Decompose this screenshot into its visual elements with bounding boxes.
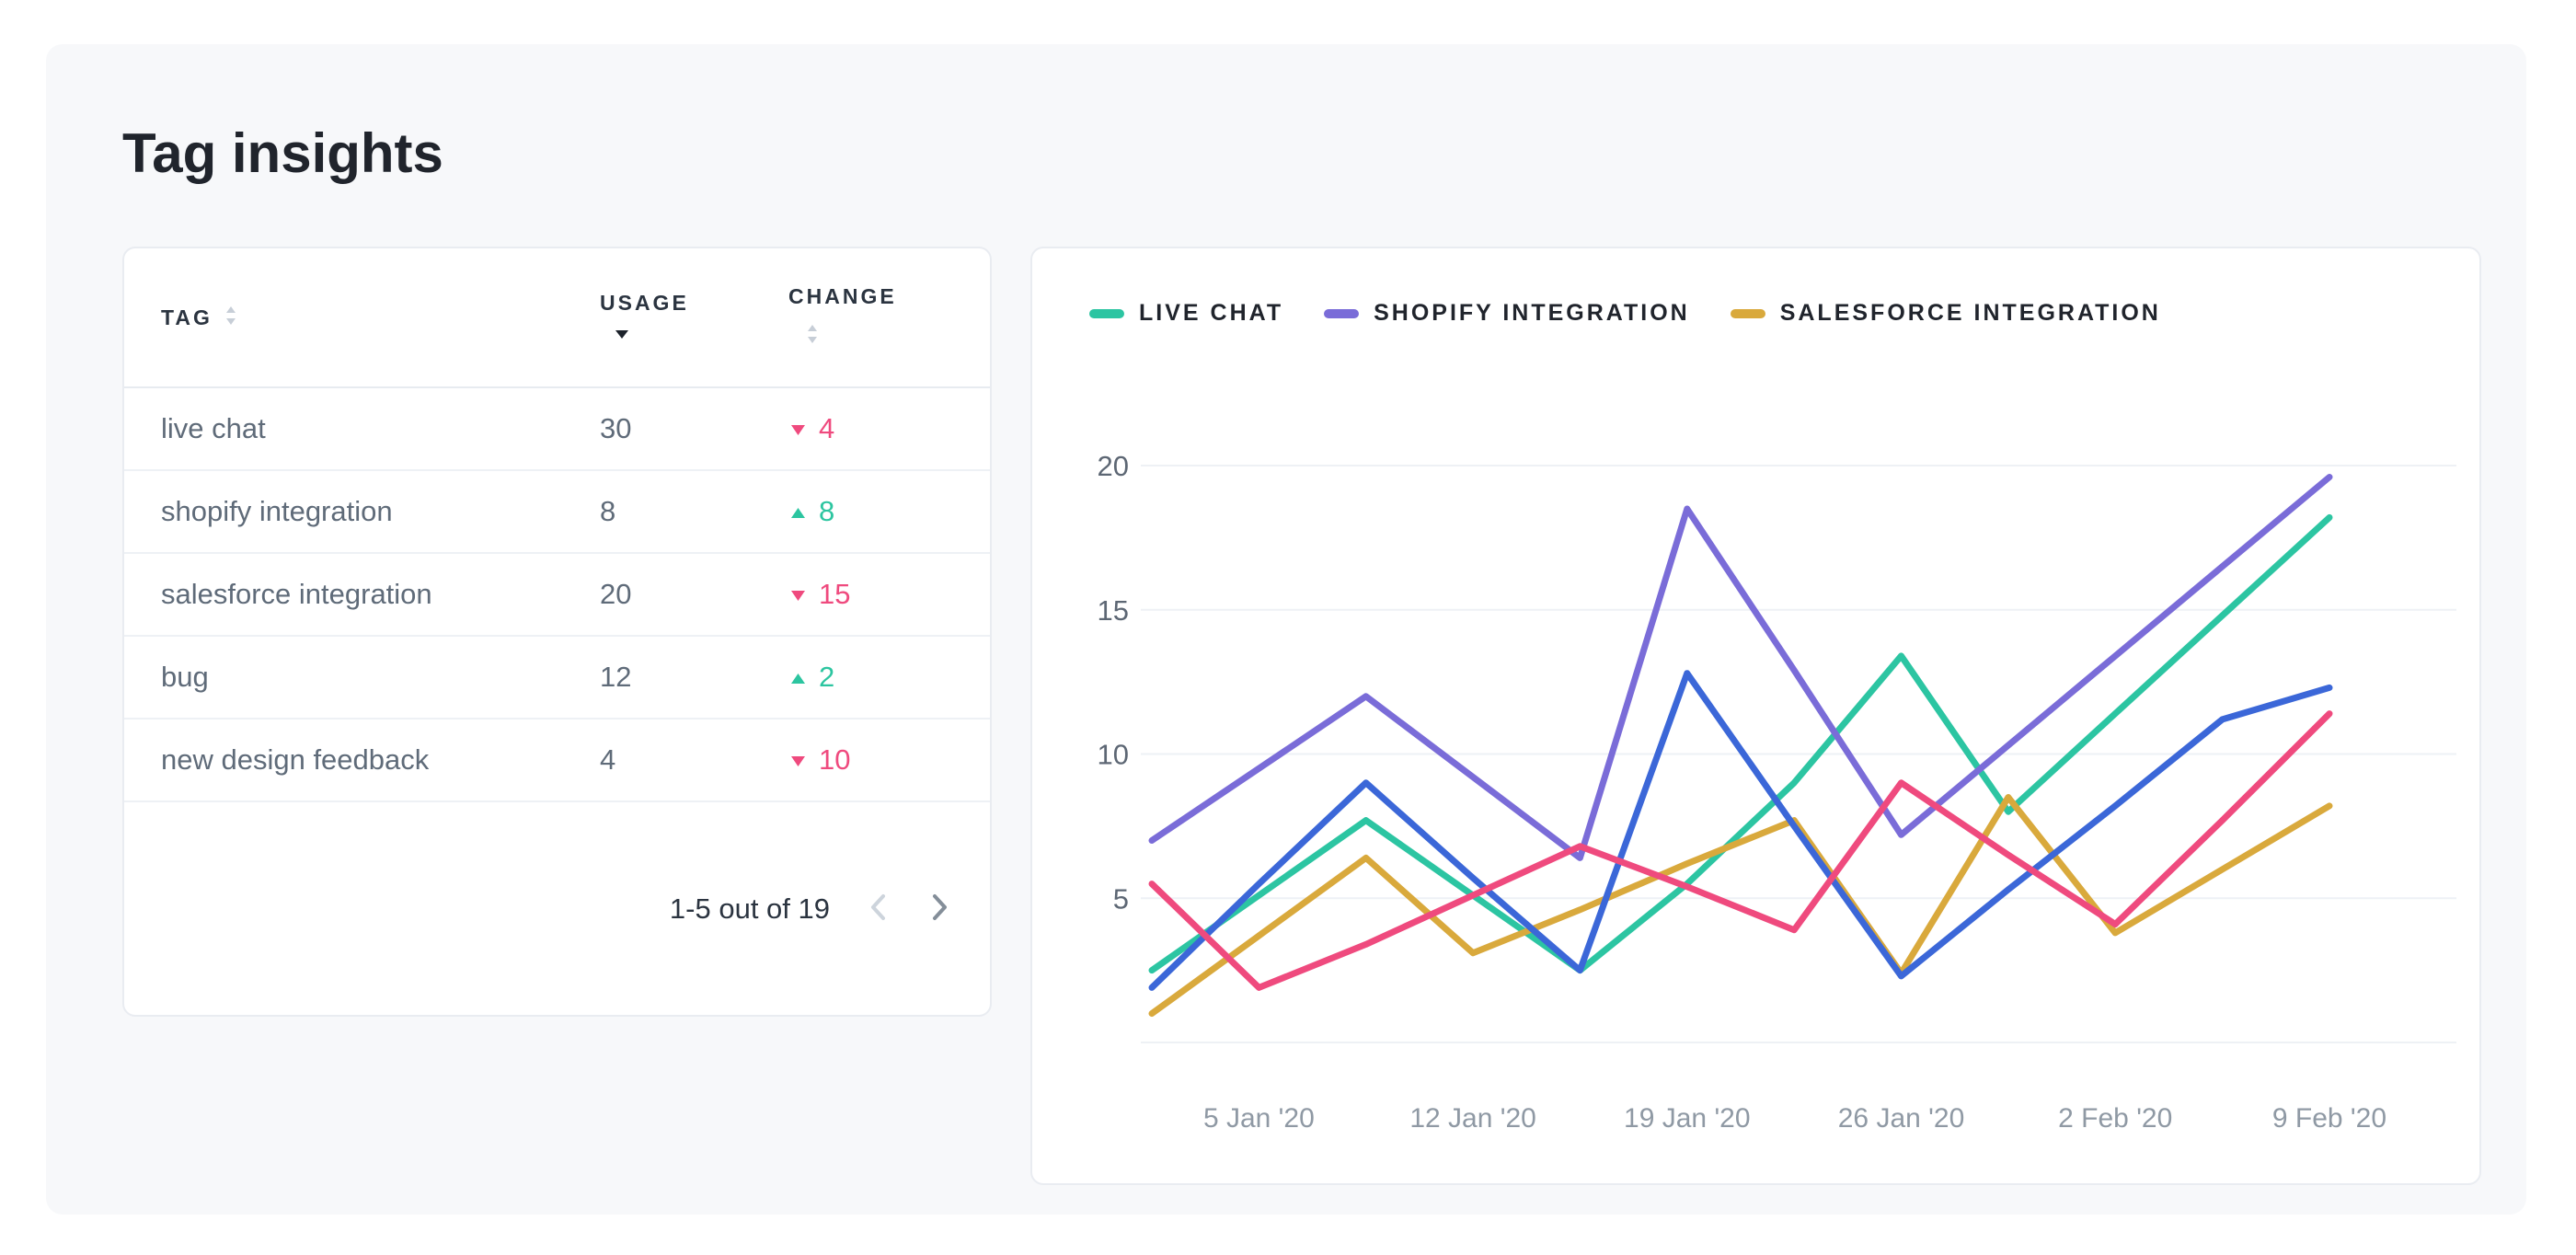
usage-cell: 30 xyxy=(600,412,632,444)
y-axis-label: 20 xyxy=(1098,450,1129,482)
table-body: live chat 30 4 shopify integration 8 8 salesfo… xyxy=(124,388,990,802)
usage-cell: 20 xyxy=(600,578,632,610)
tag-cell: new design feedback xyxy=(161,743,430,776)
tag-table-card: TAG USAGE CHANGE live chat 30 4 shopify xyxy=(122,247,992,1017)
x-axis-label: 9 Feb '20 xyxy=(2272,1103,2386,1134)
pagination-prev-button[interactable] xyxy=(867,891,891,927)
change-down-icon xyxy=(788,412,808,445)
legend-swatch-icon xyxy=(1324,308,1360,318)
line-shopify-integration xyxy=(1148,474,2333,861)
sort-icon xyxy=(788,322,953,351)
change-cell: 10 xyxy=(788,743,953,777)
change-up-icon xyxy=(788,495,808,528)
change-down-icon xyxy=(788,743,808,777)
table-pagination: 1-5 out of 19 xyxy=(124,802,990,1015)
y-axis-label: 15 xyxy=(1098,594,1129,627)
legend-item-salesforce-integration[interactable]: SALESFORCE INTEGRATION xyxy=(1730,300,2161,327)
y-axis-label: 10 xyxy=(1098,739,1129,771)
change-down-icon xyxy=(788,578,808,611)
usage-cell: 12 xyxy=(600,661,632,693)
column-header-usage[interactable]: USAGE xyxy=(600,248,788,386)
legend-label: SHOPIFY INTEGRATION xyxy=(1374,300,1690,326)
change-cell: 15 xyxy=(788,578,953,611)
legend-item-shopify-integration[interactable]: SHOPIFY INTEGRATION xyxy=(1324,300,1690,327)
x-axis-label: 5 Jan '20 xyxy=(1203,1103,1315,1134)
line-salesforce-integration xyxy=(1148,794,2333,1018)
line-series-pink xyxy=(1148,710,2333,991)
sort-icon xyxy=(224,304,238,332)
line-series-blue xyxy=(1148,670,2333,991)
column-header-usage-label: USAGE xyxy=(600,290,689,315)
pagination-next-button[interactable] xyxy=(927,891,951,927)
column-header-change-label: CHANGE xyxy=(788,284,897,308)
tag-usage-chart-card: LIVE CHAT SHOPIFY INTEGRATION SALESFORCE I… xyxy=(1030,247,2481,1185)
chevron-right-icon xyxy=(927,891,951,927)
change-cell: 4 xyxy=(788,412,953,445)
line-live-chat xyxy=(1148,513,2333,974)
chart-legend: LIVE CHAT SHOPIFY INTEGRATION SALESFORCE I… xyxy=(1089,300,2161,327)
table-row: live chat 30 4 xyxy=(124,388,990,471)
change-cell: 8 xyxy=(788,495,953,528)
line-chart: 20 15 10 5 5 Jan '20 12 Jan '20 19 Jan '20 26 J… xyxy=(1098,450,2456,1134)
legend-swatch-icon xyxy=(1089,308,1124,318)
change-value: 4 xyxy=(819,412,835,444)
change-value: 15 xyxy=(819,578,851,610)
column-header-tag[interactable]: TAG xyxy=(161,248,600,386)
change-value: 8 xyxy=(819,495,835,527)
x-axis-label: 26 Jan '20 xyxy=(1838,1103,1965,1134)
tag-cell: bug xyxy=(161,661,209,693)
table-row: new design feedback 4 10 xyxy=(124,720,990,802)
table-header-row: TAG USAGE CHANGE xyxy=(124,248,990,388)
column-header-tag-label: TAG xyxy=(161,305,213,329)
sort-desc-icon xyxy=(600,328,788,345)
change-value: 10 xyxy=(819,743,851,776)
usage-cell: 4 xyxy=(600,743,616,776)
pagination-range-label: 1-5 out of 19 xyxy=(669,892,830,925)
table-row: bug 12 2 xyxy=(124,637,990,720)
change-value: 2 xyxy=(819,661,835,693)
tag-cell: salesforce integration xyxy=(161,578,432,610)
table-row: shopify integration 8 8 xyxy=(124,471,990,554)
x-axis-label: 2 Feb '20 xyxy=(2058,1103,2172,1134)
change-up-icon xyxy=(788,661,808,694)
change-cell: 2 xyxy=(788,661,953,694)
x-axis-label: 19 Jan '20 xyxy=(1624,1103,1751,1134)
usage-cell: 8 xyxy=(600,495,616,527)
table-row: salesforce integration 20 15 xyxy=(124,554,990,637)
legend-label: SALESFORCE INTEGRATION xyxy=(1779,300,2161,326)
legend-label: LIVE CHAT xyxy=(1139,300,1284,326)
tag-cell: shopify integration xyxy=(161,495,393,527)
chevron-left-icon xyxy=(867,891,891,927)
x-axis-label: 12 Jan '20 xyxy=(1409,1103,1536,1134)
y-axis-label: 5 xyxy=(1113,882,1129,915)
tag-cell: live chat xyxy=(161,412,266,444)
page-title: Tag insights xyxy=(122,122,443,184)
legend-swatch-icon xyxy=(1730,308,1765,318)
column-header-change[interactable]: CHANGE xyxy=(788,248,953,386)
legend-item-live-chat[interactable]: LIVE CHAT xyxy=(1089,300,1283,327)
